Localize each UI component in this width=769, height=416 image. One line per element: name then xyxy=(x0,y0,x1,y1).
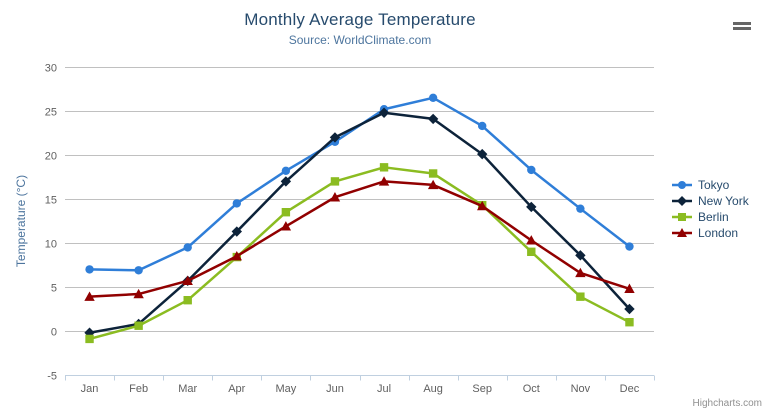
legend-label: New York xyxy=(698,194,749,208)
y-tick-label: 25 xyxy=(45,107,57,119)
legend-item-london[interactable]: London xyxy=(671,225,749,241)
chart-title: Monthly Average Temperature xyxy=(244,10,476,29)
x-tick-label: Aug xyxy=(423,383,443,395)
y-tick-label: 20 xyxy=(45,151,57,163)
x-tick-label: Oct xyxy=(523,383,540,395)
y-axis-title: Temperature (°C) xyxy=(14,174,28,268)
series-new-york xyxy=(84,107,635,338)
series-tokyo xyxy=(85,93,634,275)
circle-series-marker-icon xyxy=(672,181,692,189)
legend-item-berlin[interactable]: Berlin xyxy=(671,209,749,225)
chart-subtitle: Source: WorldClimate.com xyxy=(288,33,432,47)
legend-label: Tokyo xyxy=(698,178,730,192)
highcharts-credits-link[interactable]: Highcharts.com xyxy=(692,398,762,409)
legend-item-new-york[interactable]: New York xyxy=(671,193,749,209)
x-tick-label: Nov xyxy=(571,383,591,395)
y-tick-label: 5 xyxy=(51,283,57,295)
x-tick-label: Jul xyxy=(377,383,391,395)
triangle-series-marker-icon xyxy=(672,228,692,237)
x-tick-label: Mar xyxy=(178,383,197,395)
x-tick-label: Jan xyxy=(81,383,99,395)
diamond-series-marker-icon xyxy=(672,196,692,206)
legend-label: Berlin xyxy=(698,210,729,224)
x-tick-label: Dec xyxy=(620,383,640,395)
y-tick-label: 15 xyxy=(45,195,57,207)
x-tick-label: Jun xyxy=(326,383,344,395)
x-tick-label: Apr xyxy=(228,383,245,395)
x-tick-label: Sep xyxy=(472,383,492,395)
y-tick-label: 0 xyxy=(51,327,57,339)
y-tick-label: 10 xyxy=(45,239,57,251)
y-tick-label: -5 xyxy=(47,371,57,383)
y-tick-label: 30 xyxy=(45,63,57,75)
legend: Tokyo New York Berlin London xyxy=(671,177,749,241)
x-tick-label: May xyxy=(275,383,296,395)
legend-label: London xyxy=(698,226,739,240)
series-london xyxy=(84,176,635,301)
square-series-marker-icon xyxy=(672,213,692,221)
export-menu-button[interactable] xyxy=(732,18,752,36)
x-tick-label: Feb xyxy=(129,383,148,395)
legend-item-tokyo[interactable]: Tokyo xyxy=(671,177,749,193)
